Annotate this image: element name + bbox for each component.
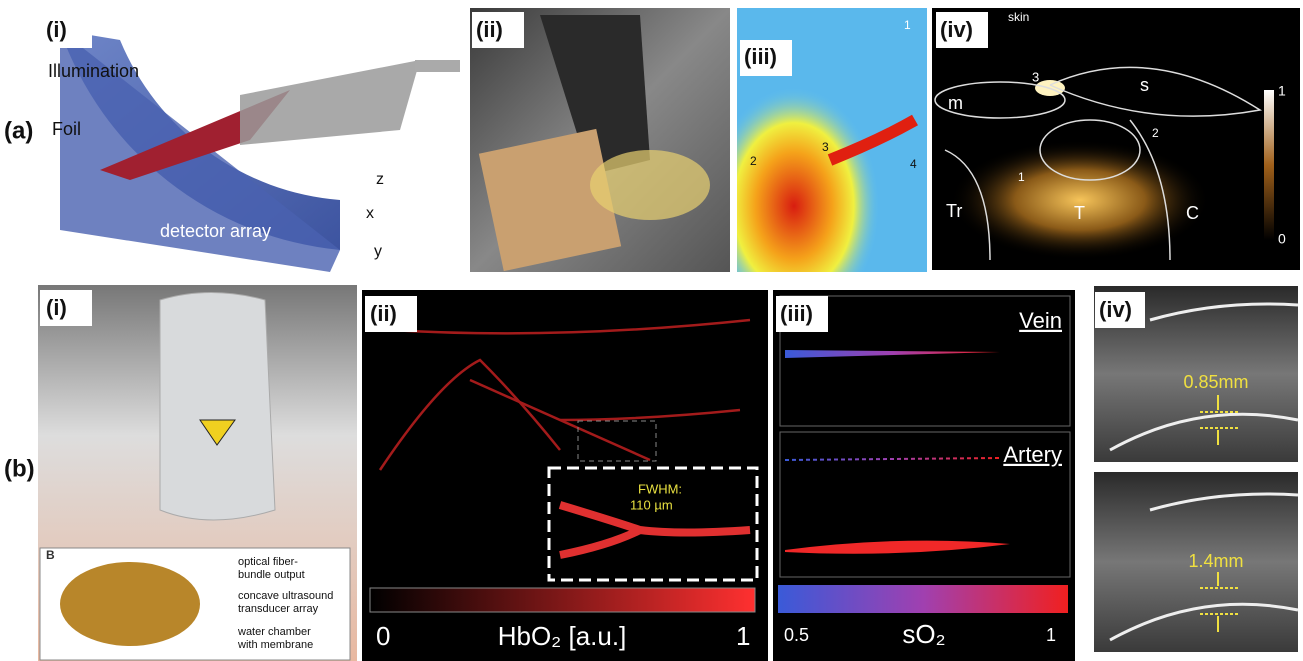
annotation: 1.4mm xyxy=(1188,551,1243,571)
panel-label: (iv) xyxy=(940,17,973,42)
annotation: Artery xyxy=(1003,442,1062,467)
figure: (a) (b) (i) Fiber bundle Illumination Fo… xyxy=(0,0,1303,661)
annotation: 3 xyxy=(822,140,829,154)
annotation: Tr xyxy=(946,201,962,221)
colorbar-title: HbO₂ [a.u.] xyxy=(498,621,627,651)
gel xyxy=(590,150,710,220)
colorbar-label: 0.5 xyxy=(784,625,809,645)
annotation: Foil xyxy=(52,119,81,139)
panel-label: (iv) xyxy=(1099,297,1132,322)
panel: (ii) xyxy=(470,8,730,272)
panel: (iii) 1 2 3 4 xyxy=(737,8,927,272)
annotation: s xyxy=(1140,75,1149,95)
colorbar xyxy=(1264,90,1274,240)
colorbar-title: sO₂ xyxy=(902,619,945,649)
annotation: 1 xyxy=(1018,170,1025,184)
probe xyxy=(160,293,275,521)
panel: (iii) Vein Artery 0.5 sO₂ 1 xyxy=(773,290,1075,661)
annotation: 0.85mm xyxy=(1183,372,1248,392)
colorbar-label: 0 xyxy=(1278,231,1286,247)
annotation: 1 xyxy=(904,18,911,32)
annotation: T xyxy=(1074,203,1085,223)
colorbar xyxy=(778,585,1068,613)
annotation: skin xyxy=(1008,10,1029,24)
axis-label: x xyxy=(366,205,374,222)
annotation: 4 xyxy=(910,157,917,171)
annotation: optical fiber- xyxy=(238,556,298,568)
fiber xyxy=(415,60,460,72)
panel: (ii) FWHM: 110 µm 0 HbO₂ [a.u.] 1 xyxy=(362,290,768,661)
annotation: C xyxy=(1186,203,1199,223)
annotation: concave ultrasound xyxy=(238,590,333,602)
colorbar xyxy=(370,588,755,612)
annotation: Vein xyxy=(1019,308,1062,333)
panel-label: (i) xyxy=(46,17,67,42)
colorbar-label: 1 xyxy=(1046,625,1056,645)
annotation: 2 xyxy=(750,154,757,168)
panel: B optical fiber- bundle output concave u… xyxy=(38,285,357,661)
annotation: m xyxy=(948,93,963,113)
annotation: water chamber xyxy=(237,626,311,638)
annotation: transducer array xyxy=(238,603,319,615)
annotation: FWHM: xyxy=(638,481,682,496)
axis-label: z xyxy=(376,171,384,188)
panel-label: (ii) xyxy=(370,301,397,326)
panel-label: (iii) xyxy=(780,301,813,326)
annotation: Illumination xyxy=(48,61,139,81)
panel: (iv) 0.85mm 1.4mm xyxy=(1090,285,1298,661)
axis-label: y xyxy=(374,243,382,260)
panel-label: (i) xyxy=(46,295,67,320)
panel-label: (iii) xyxy=(744,44,777,69)
array xyxy=(60,562,200,646)
annotation: 2 xyxy=(1152,126,1159,140)
annotation: with membrane xyxy=(237,639,313,651)
annotation: detector array xyxy=(160,221,271,241)
colorbar-label: 0 xyxy=(376,621,390,651)
annotation: bundle output xyxy=(238,569,305,581)
panel-label: (ii) xyxy=(476,17,503,42)
annotation: Fiber bundle xyxy=(290,39,390,59)
annotation: 3 xyxy=(1032,69,1039,84)
colorbar-label: 1 xyxy=(1278,83,1286,99)
annotation: 110 µm xyxy=(630,497,673,512)
panel: (iv) skin 3 s m 1 2 Tr T C 1 0 xyxy=(932,8,1300,270)
row-label: (b) xyxy=(4,455,35,482)
inset-label: B xyxy=(46,548,55,562)
row-label: (a) xyxy=(4,117,33,144)
panel: (i) Fiber bundle Illumination Foil detec… xyxy=(38,8,466,272)
colorbar-label: 1 xyxy=(736,621,750,651)
